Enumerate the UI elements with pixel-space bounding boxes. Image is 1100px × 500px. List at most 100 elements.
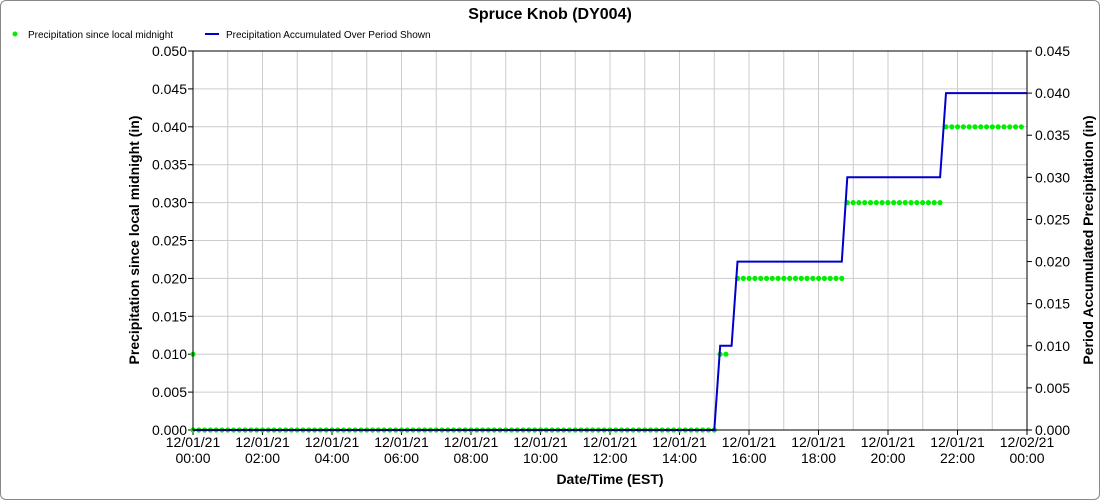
- data-point: [966, 124, 972, 130]
- data-point: [914, 200, 920, 206]
- y-left-tick-label: 0.020: [152, 270, 187, 286]
- x-tick-label-date: 12/01/21: [235, 434, 290, 450]
- data-point: [775, 275, 781, 281]
- data-point: [746, 275, 752, 281]
- data-point: [995, 124, 1001, 130]
- data-point: [1018, 124, 1024, 130]
- grid: [192, 50, 1028, 431]
- x-tick-label-date: 12/01/21: [374, 434, 429, 450]
- data-point: [1012, 124, 1019, 130]
- plot-area-border: [192, 50, 1028, 431]
- x-tick-label-date: 12/01/21: [722, 434, 777, 450]
- y-right-tick-label: 0.010: [1035, 338, 1070, 354]
- data-point: [792, 275, 799, 281]
- x-tick-label-date: 12/02/21: [1000, 434, 1055, 450]
- y-left-tick-label: 0.050: [152, 43, 187, 59]
- data-point: [839, 275, 845, 281]
- data-point: [781, 275, 787, 281]
- y-right-tick-label: 0.045: [1035, 43, 1070, 59]
- data-point: [937, 200, 943, 206]
- y-right-tick-label: 0.025: [1035, 211, 1070, 227]
- y-right-tick-label: 0.040: [1035, 85, 1070, 101]
- x-tick-label-date: 12/01/21: [166, 434, 221, 450]
- data-point: [879, 200, 885, 206]
- data-point: [978, 124, 984, 130]
- x-tick-label-time: 10:00: [523, 450, 558, 466]
- data-point: [810, 275, 816, 281]
- data-point: [804, 275, 810, 281]
- data-point: [885, 200, 891, 206]
- data-point: [1007, 124, 1013, 130]
- y-left-tick-label: 0.025: [152, 233, 187, 249]
- x-tick-label-date: 12/01/21: [513, 434, 568, 450]
- y-axis-left-label: Precipitation since local midnight (in): [126, 116, 142, 365]
- data-point: [1001, 124, 1007, 130]
- y-left-tick-label: 0.045: [152, 81, 187, 97]
- x-tick-label-time: 16:00: [731, 450, 766, 466]
- y-right-tick-label: 0.030: [1035, 169, 1070, 185]
- x-tick-label-time: 00:00: [1009, 450, 1044, 466]
- x-tick-label-time: 04:00: [314, 450, 349, 466]
- y-axis-left-ticks: 0.000 0.005 0.010 0.015 0.020 0.025 0.030 0.035…: [152, 43, 193, 438]
- data-point: [821, 275, 828, 281]
- data-point: [949, 124, 955, 130]
- x-tick-label-date: 12/01/21: [583, 434, 638, 450]
- data-point: [862, 200, 868, 206]
- x-tick-label-date: 12/01/21: [791, 434, 846, 450]
- y-right-tick-label: 0.000: [1035, 422, 1070, 438]
- data-point: [931, 200, 937, 206]
- data-point: [850, 200, 856, 206]
- data-point: [896, 200, 903, 206]
- data-point: [787, 275, 793, 281]
- data-point: [758, 275, 764, 281]
- x-tick-label-time: 14:00: [662, 450, 697, 466]
- x-tick-label-date: 12/01/21: [305, 434, 360, 450]
- data-point: [943, 124, 949, 130]
- x-tick-label-time: 00:00: [175, 450, 210, 466]
- data-point: [873, 200, 879, 206]
- data-point: [740, 275, 746, 281]
- data-point: [920, 200, 926, 206]
- data-point: [925, 200, 932, 206]
- chart-title: Spruce Knob (DY004): [468, 6, 632, 23]
- x-tick-label-time: 22:00: [940, 450, 975, 466]
- accumulated-line: [193, 92, 1027, 431]
- data-point: [891, 200, 897, 206]
- legend-label-precip-midnight: Precipitation since local midnight: [28, 30, 173, 41]
- data-point: [856, 200, 862, 206]
- x-axis-label: Date/Time (EST): [556, 471, 663, 487]
- y-left-tick-label: 0.015: [152, 308, 187, 324]
- y-right-tick-label: 0.015: [1035, 296, 1070, 312]
- data-point: [960, 124, 967, 130]
- data-point: [867, 200, 874, 206]
- y-left-tick-label: 0.035: [152, 157, 187, 173]
- data-point: [983, 124, 990, 130]
- x-axis-ticks: 12/01/2100:0012/01/2102:0012/01/2104:001…: [166, 430, 1055, 466]
- data-point: [902, 200, 908, 206]
- x-tick-label-time: 08:00: [453, 450, 488, 466]
- legend-label-accumulated: Precipitation Accumulated Over Period Sh…: [226, 30, 431, 41]
- y-left-tick-label: 0.005: [152, 384, 187, 400]
- x-tick-label-date: 12/01/21: [861, 434, 916, 450]
- legend-marker-precip-midnight: [12, 31, 18, 37]
- y-right-tick-label: 0.020: [1035, 254, 1070, 270]
- x-tick-label-time: 20:00: [870, 450, 905, 466]
- x-tick-label-time: 12:00: [592, 450, 627, 466]
- y-left-tick-label: 0.000: [152, 422, 187, 438]
- data-point: [989, 124, 995, 130]
- y-axis-right-label: Period Accumulated Precipitation (in): [1080, 115, 1096, 364]
- legend: Precipitation since local midnight Preci…: [12, 30, 431, 41]
- x-tick-label-date: 12/01/21: [930, 434, 985, 450]
- data-point: [955, 124, 961, 130]
- data-point: [833, 275, 839, 281]
- y-left-tick-label: 0.010: [152, 346, 187, 362]
- data-point: [763, 275, 770, 281]
- y-right-tick-label: 0.035: [1035, 127, 1070, 143]
- y-left-tick-label: 0.040: [152, 119, 187, 135]
- x-tick-label-date: 12/01/21: [444, 434, 499, 450]
- x-tick-label-date: 12/01/21: [652, 434, 707, 450]
- data-point: [827, 275, 833, 281]
- y-axis-right-ticks: 0.000 0.005 0.010 0.015 0.020 0.025 0.030 0.035…: [1027, 43, 1070, 438]
